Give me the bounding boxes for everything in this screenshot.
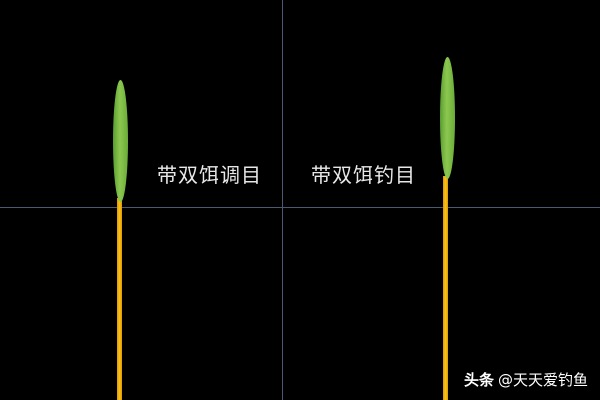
watermark-handle: @天天爱钓鱼 (497, 371, 588, 389)
water-line (0, 207, 600, 208)
left-float-stem (117, 198, 122, 400)
right-float-stem (443, 176, 448, 400)
left-float-label: 带双饵调目 (157, 163, 262, 187)
watermark: 头条 @天天爱钓鱼 (464, 369, 588, 390)
left-float-tip (113, 80, 128, 202)
right-float-tip (440, 57, 455, 179)
watermark-brand: 头条 (463, 371, 494, 389)
center-divider (282, 0, 283, 400)
right-float-label: 带双饵钓目 (311, 163, 416, 187)
